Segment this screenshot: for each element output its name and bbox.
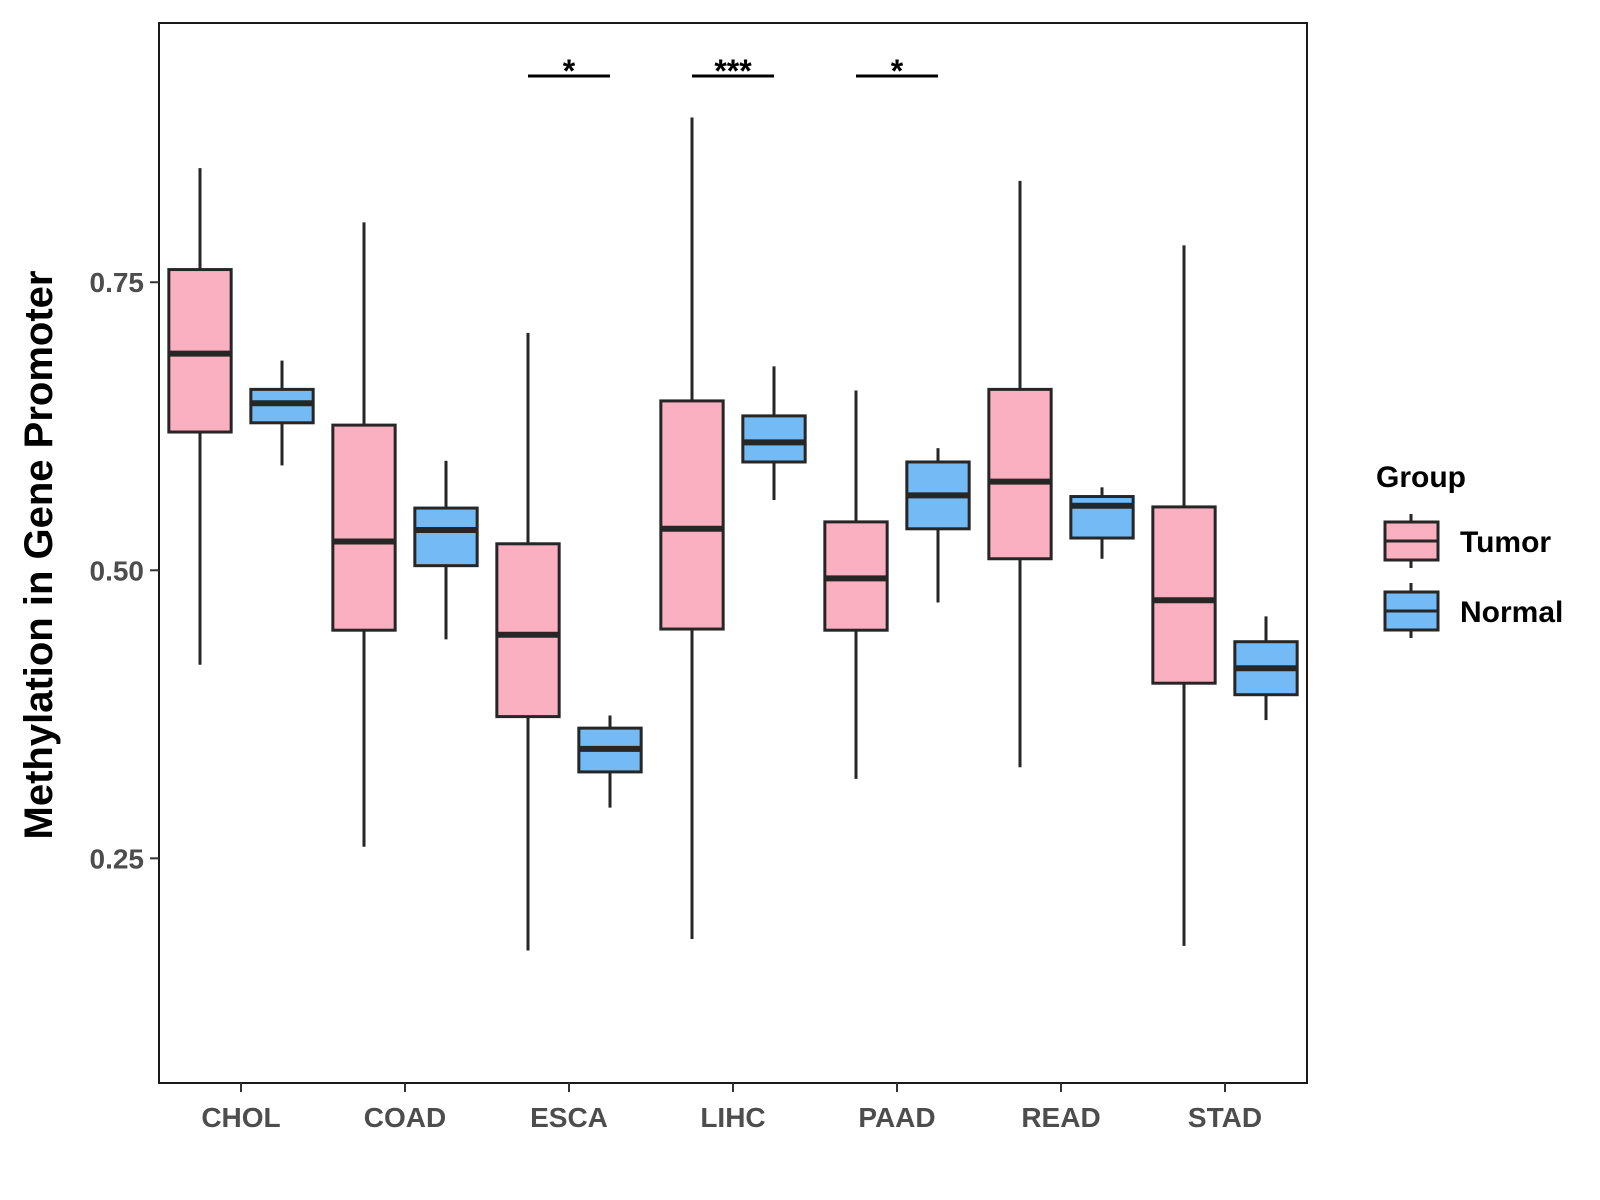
- y-axis-title: Methylation in Gene Promoter: [17, 271, 61, 840]
- significance-label-paad: *: [891, 53, 904, 89]
- box-tumor-read: [987, 180, 1053, 768]
- box-tumor-chol: [167, 168, 233, 665]
- box-body: [741, 414, 807, 464]
- x-tick-label-stad: STAD: [1188, 1102, 1262, 1133]
- box-body: [659, 399, 725, 631]
- significance-label-lihc: ***: [714, 53, 752, 89]
- box-normal-esca: [577, 715, 643, 808]
- legend-key-tumor: [1383, 514, 1440, 568]
- box-normal-read: [1069, 487, 1135, 559]
- box-body: [1151, 505, 1217, 685]
- x-tick-label-paad: PAAD: [858, 1102, 935, 1133]
- x-tick-label-esca: ESCA: [530, 1102, 608, 1133]
- significance-layer: * *** *: [528, 53, 938, 89]
- box-tumor-lihc: [659, 117, 725, 939]
- box-tumor-stad: [1151, 245, 1217, 946]
- x-tick-label-coad: COAD: [364, 1102, 446, 1133]
- box-tumor-coad: [331, 222, 397, 847]
- box-body: [987, 387, 1053, 561]
- y-tick-label: 0.50: [90, 555, 145, 586]
- box-normal-chol: [249, 360, 315, 466]
- x-tick-label-chol: CHOL: [201, 1102, 280, 1133]
- legend-key-normal: [1383, 583, 1440, 638]
- plot-panel: [158, 22, 1308, 1084]
- legend: Group Tumor Normal: [1376, 461, 1563, 638]
- boxes-layer: [167, 117, 1299, 951]
- legend-label-normal: Normal: [1460, 596, 1563, 629]
- x-tick-label-read: READ: [1021, 1102, 1100, 1133]
- y-tick-label: 0.75: [90, 267, 145, 298]
- legend-label-tumor: Tumor: [1460, 526, 1551, 559]
- legend-title: Group: [1376, 461, 1466, 494]
- box-body: [495, 542, 561, 719]
- box-normal-lihc: [741, 366, 807, 500]
- y-tick-label: 0.25: [90, 843, 145, 874]
- box-normal-stad: [1233, 616, 1299, 721]
- box-tumor-esca: [495, 332, 561, 951]
- box-normal-coad: [413, 460, 479, 640]
- x-tick-label-lihc: LIHC: [700, 1102, 765, 1133]
- box-normal-paad: [905, 448, 971, 603]
- box-body: [331, 423, 397, 632]
- x-axis: CHOL COAD ESCA LIHC PAAD READ STAD: [201, 1083, 1262, 1133]
- box-body: [413, 506, 479, 568]
- y-axis: 0.25 0.50 0.75: [90, 267, 159, 874]
- box-tumor-paad: [823, 390, 889, 779]
- significance-label-esca: *: [563, 53, 576, 89]
